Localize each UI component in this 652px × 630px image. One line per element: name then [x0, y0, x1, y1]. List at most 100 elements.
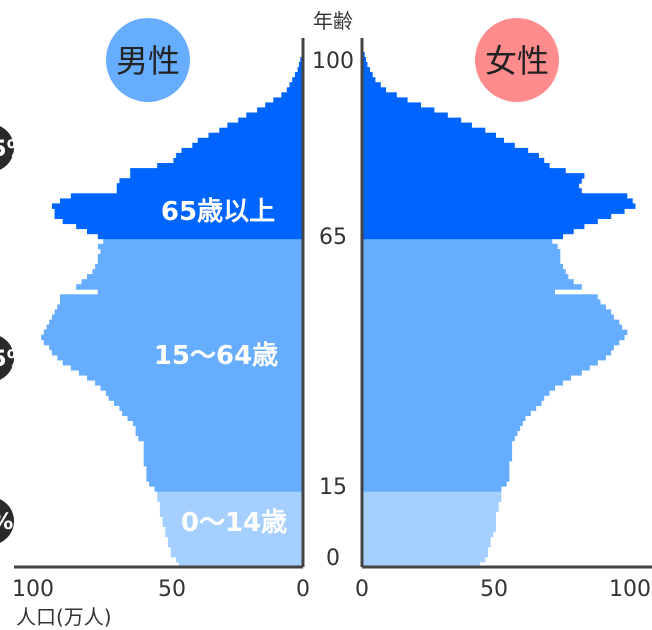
female-bar-age-41	[362, 354, 606, 361]
male-bar-age-49	[51, 314, 304, 320]
female-bar-age-84	[362, 137, 504, 144]
male-bar-age-54	[97, 289, 303, 295]
female-bar-age-100	[362, 57, 366, 63]
female-bar-age-79	[362, 163, 550, 169]
male-bar-age-61	[97, 253, 303, 260]
female-bar-age-15	[362, 486, 502, 492]
female-bar-age-89	[362, 112, 448, 118]
male-legend-label: 男性	[116, 42, 180, 80]
male-bar-age-99	[298, 62, 303, 68]
male-bar-age-71	[51, 203, 304, 209]
male-bar-age-14	[157, 491, 303, 497]
female-bar-age-2	[362, 551, 488, 558]
male-bar-age-31	[119, 405, 304, 411]
female-bar-age-27	[362, 425, 521, 432]
female-bar-age-71	[362, 203, 636, 209]
male-bar-age-50	[54, 309, 303, 315]
male-bar-age-62	[100, 248, 303, 255]
female-bar-age-45	[362, 334, 625, 341]
male-bar-age-75	[116, 183, 303, 189]
male-bar-age-88	[238, 117, 303, 124]
female-bar-age-11	[362, 506, 499, 512]
male-bar-age-10	[159, 511, 303, 517]
female-bar-age-35	[362, 385, 555, 391]
female-bar-age-87	[362, 122, 472, 129]
male-bar-age-5	[168, 536, 303, 543]
female-bar-age-50	[362, 309, 612, 315]
female-bar-age-77	[362, 173, 585, 179]
male-bar-age-70	[54, 208, 303, 214]
male-bar-age-17	[146, 476, 303, 482]
y-tick-15: 15	[319, 475, 347, 500]
female-bar-age-86	[362, 127, 486, 134]
male-bar-age-19	[146, 466, 303, 472]
female-bar-age-91	[362, 102, 421, 108]
male-bar-age-20	[143, 460, 303, 467]
male-bar-age-12	[159, 501, 303, 507]
female-bar-age-56	[362, 279, 574, 285]
male-bars	[41, 41, 304, 568]
male-bar-age-41	[57, 354, 303, 361]
male-bar-age-97	[294, 72, 303, 78]
male-legend-circle	[106, 18, 190, 102]
female-bar-age-93	[362, 92, 397, 98]
male-bar-age-38	[78, 370, 304, 376]
male-bar-age-46	[43, 329, 304, 336]
x-tick-left-100: 100	[12, 577, 54, 602]
male-bar-age-4	[168, 541, 303, 548]
x-axis-title: 人口(万人)	[16, 605, 112, 629]
female-bar-age-94	[362, 87, 387, 93]
male-bar-age-24	[143, 440, 303, 447]
female-bar-age-53	[362, 294, 598, 300]
male-bar-age-16	[149, 481, 303, 487]
female-bar-age-39	[362, 365, 590, 371]
male-bar-age-78	[130, 168, 303, 174]
female-bar-age-52	[362, 299, 601, 305]
male-bar-age-66	[87, 228, 303, 235]
female-bar-age-96	[362, 77, 376, 83]
female-bar-age-37	[362, 375, 571, 381]
female-bar-age-46	[362, 329, 628, 336]
y-axis-title: 年齢	[313, 9, 353, 33]
female-legend-circle	[475, 18, 559, 102]
female-bar-age-85	[362, 132, 496, 139]
male-bar-age-34	[105, 390, 304, 396]
male-bar-age-77	[130, 173, 303, 179]
band-label-0-14: 0〜14歳	[181, 508, 287, 538]
male-bar-age-74	[116, 188, 303, 194]
female-bar-age-10	[362, 511, 496, 517]
female-bar-age-9	[362, 516, 496, 522]
female-bar-age-62	[362, 248, 561, 255]
male-bar-age-18	[146, 471, 303, 477]
male-bar-age-86	[219, 127, 303, 134]
male-bar-age-69	[54, 213, 303, 219]
male-bar-age-7	[165, 526, 303, 533]
female-bar-age-25	[362, 435, 515, 442]
male-bar-age-1	[176, 556, 303, 563]
male-bar-age-33	[108, 395, 303, 401]
male-bar-age-44	[43, 339, 304, 346]
female-bar-age-82	[362, 147, 529, 154]
band-label-15-64: 15〜64歳	[154, 341, 278, 371]
female-bar-age-63	[362, 243, 558, 250]
male-bar-age-47	[46, 324, 303, 331]
female-bar-age-61	[362, 253, 561, 260]
female-bar-age-42	[362, 349, 612, 356]
female-bar-age-17	[362, 476, 510, 482]
male-bar-age-11	[159, 506, 303, 512]
male-bar-age-57	[87, 274, 303, 280]
female-bar-age-58	[362, 269, 566, 275]
male-bar-age-42	[51, 349, 304, 356]
band-label-65plus: 65歳以上	[161, 197, 275, 227]
male-bar-age-85	[208, 132, 303, 139]
female-bar-age-95	[362, 82, 381, 88]
male-bar-age-40	[62, 360, 304, 366]
female-bar-age-65	[362, 233, 563, 240]
female-bar-age-22	[362, 450, 513, 457]
female-bar-age-7	[362, 526, 496, 533]
male-bar-age-48	[49, 319, 304, 326]
female-bar-age-67	[362, 223, 585, 230]
female-bar-age-60	[362, 258, 561, 265]
x-tick-left-50: 50	[158, 577, 186, 602]
